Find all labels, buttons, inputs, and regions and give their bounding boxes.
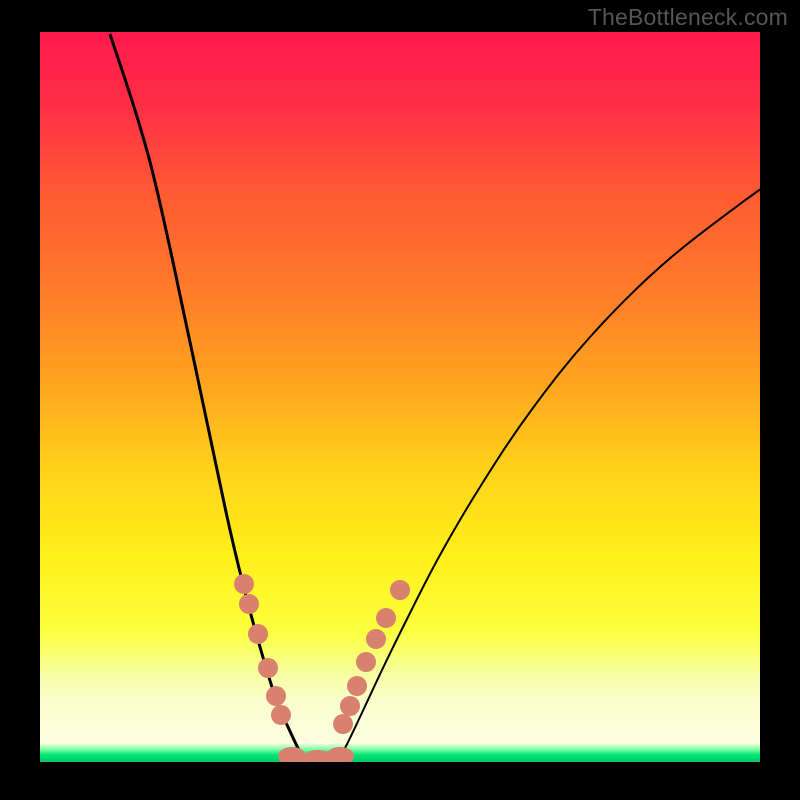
- trough-marker: [326, 747, 354, 762]
- bottleneck-curves: [40, 32, 760, 762]
- curve-marker: [356, 652, 376, 672]
- curve-marker: [239, 594, 259, 614]
- curve-marker: [390, 580, 410, 600]
- watermark-text: TheBottleneck.com: [588, 4, 788, 31]
- curve-marker: [347, 676, 367, 696]
- curve-marker: [333, 714, 353, 734]
- curve-marker: [248, 624, 268, 644]
- curve-marker: [366, 629, 386, 649]
- curve-marker: [340, 696, 360, 716]
- root-container: TheBottleneck.com: [0, 0, 800, 800]
- right-curve: [337, 162, 760, 760]
- curve-marker: [376, 608, 396, 628]
- left-curve: [110, 34, 305, 760]
- curve-marker: [258, 658, 278, 678]
- curve-marker: [234, 574, 254, 594]
- curve-marker: [266, 686, 286, 706]
- trough-marker: [278, 747, 306, 762]
- plot-area: [40, 32, 760, 762]
- curve-marker: [271, 705, 291, 725]
